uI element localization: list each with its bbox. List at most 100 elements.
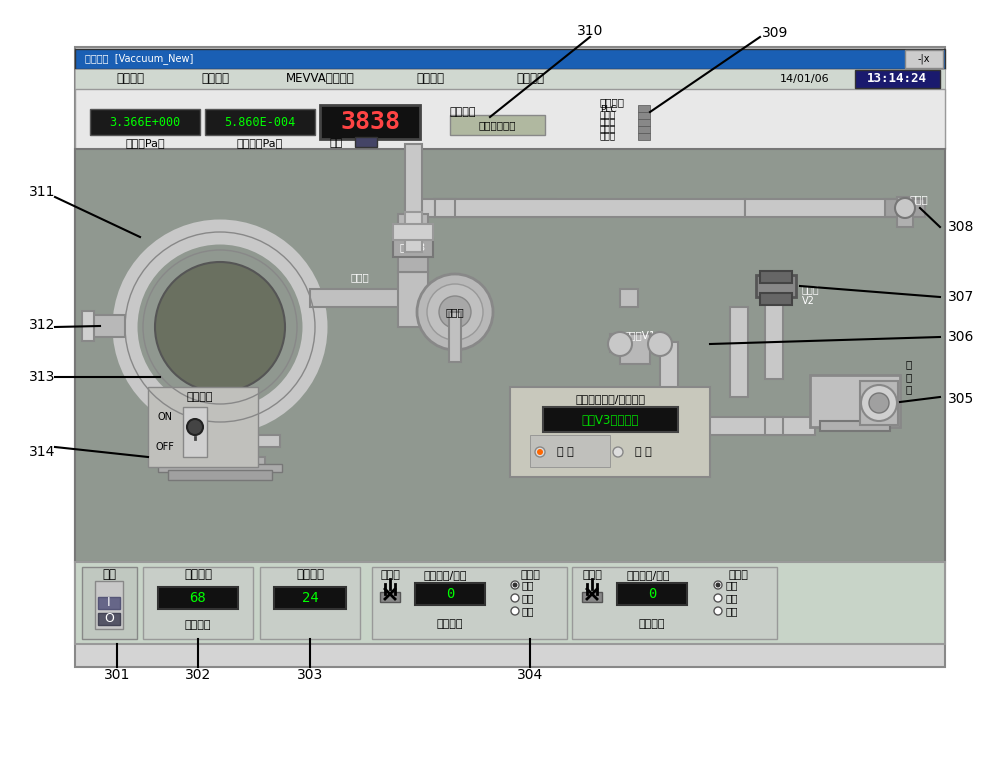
Bar [75,47,945,667]
Bar [310,289,470,307]
Text: MEVVA离子注入: MEVVA离子注入 [286,73,354,86]
Bar [82,311,94,341]
Bar [158,464,282,472]
Text: 5.860E-004: 5.860E-004 [224,116,296,129]
Bar [885,199,925,217]
Bar [398,254,428,272]
Bar [90,315,125,337]
Bar [205,109,315,135]
Bar [380,592,400,602]
Bar [372,567,567,639]
Text: 靶室温度: 靶室温度 [184,569,212,581]
Text: -|x: -|x [918,54,930,64]
Bar [810,375,900,427]
Bar [450,115,545,135]
Bar [405,199,555,217]
Text: I: I [107,597,111,609]
Circle shape [537,449,543,455]
Bar [638,119,650,126]
Text: 305: 305 [948,392,974,406]
Bar [745,199,905,217]
Circle shape [417,274,493,350]
Text: 308: 308 [948,220,974,234]
Text: 3.366E+000: 3.366E+000 [109,116,181,129]
Text: 真空室【Pa】: 真空室【Pa】 [237,138,283,148]
Bar [405,144,422,214]
Text: 阀状态: 阀状态 [728,570,748,580]
Text: 真空操作手动/自动切换: 真空操作手动/自动切换 [575,394,645,404]
Text: 阀状态: 阀状态 [520,570,540,580]
Bar [730,307,748,397]
Bar [160,435,280,447]
Bar [543,407,678,432]
Circle shape [427,284,483,340]
Bar [95,581,123,629]
Circle shape [861,385,897,421]
Text: 温度计: 温度计 [600,132,616,142]
Text: 自动: 自动 [725,606,738,616]
Bar [393,239,433,257]
Text: 自 动: 自 动 [635,447,652,457]
Bar [582,592,602,602]
Bar [760,271,792,283]
Text: 自转电机: 自转电机 [187,392,213,402]
Text: 301: 301 [104,668,130,682]
Circle shape [511,594,519,602]
Text: 全关: 全关 [522,580,534,590]
Bar [98,613,120,625]
Text: 弧源沉积: 弧源沉积 [201,73,229,86]
Bar [638,133,650,140]
Text: 302: 302 [185,668,211,682]
Bar [435,199,455,217]
Text: 高阀V3打开完成: 高阀V3打开完成 [581,413,639,426]
Text: 高阀V3: 高阀V3 [400,242,426,252]
Circle shape [511,581,519,589]
Bar [260,567,360,639]
Bar [617,583,687,605]
Bar [320,105,420,139]
Bar [530,435,610,467]
Text: 流量显示/设定: 流量显示/设定 [423,570,467,580]
Text: 锁定操作状态: 锁定操作状态 [478,120,516,130]
Bar [398,214,428,239]
Text: OFF: OFF [156,442,174,452]
Text: 通讯状态: 通讯状态 [600,97,625,107]
Circle shape [613,447,623,457]
Text: 退出系统: 退出系统 [516,73,544,86]
Text: 前级【Pa】: 前级【Pa】 [125,138,165,148]
Circle shape [608,332,632,356]
Bar [168,470,272,480]
Text: 314: 314 [29,445,55,459]
Bar [572,567,777,639]
Bar [148,387,258,467]
Bar [449,312,461,362]
Bar [660,342,678,397]
Text: ON: ON [158,412,173,422]
Bar [905,50,943,68]
Text: 全关: 全关 [725,580,738,590]
Bar [855,70,940,88]
Bar [820,421,890,431]
Bar [610,334,660,352]
Text: 分子泵: 分子泵 [446,307,464,317]
Text: 309: 309 [762,26,788,40]
Text: 点击设定: 点击设定 [437,619,463,629]
Bar [756,275,796,297]
Text: 68: 68 [190,591,206,605]
Text: 操作帮助: 操作帮助 [416,73,444,86]
Bar [638,112,650,119]
Bar [620,334,650,364]
Text: 14/01/06: 14/01/06 [780,74,830,84]
Bar [660,417,815,435]
Bar [75,149,945,562]
Bar [143,567,253,639]
Text: 加热: 加热 [102,569,116,581]
Text: 运行系统  [Vaccuum_New]: 运行系统 [Vaccuum_New] [85,54,193,64]
Text: 真空计: 真空计 [600,111,616,120]
Text: 自动: 自动 [522,606,534,616]
Text: PLC: PLC [600,104,617,114]
Circle shape [716,582,720,587]
Text: 312: 312 [29,318,55,332]
Text: 24: 24 [302,591,318,605]
Bar [185,445,255,459]
